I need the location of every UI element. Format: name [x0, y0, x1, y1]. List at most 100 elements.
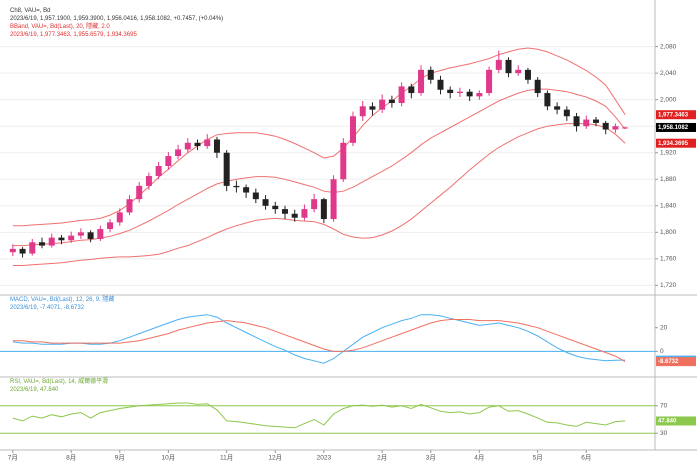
- candle-body: [486, 69, 493, 94]
- bband-lower: [12, 123, 626, 266]
- candle-body: [213, 139, 220, 153]
- candle-body: [447, 89, 454, 94]
- end-label: -8.6732: [658, 359, 679, 365]
- candle-body: [369, 106, 376, 110]
- price-subtitle: 2023/6/19, 1,957.1900, 1,959.3900, 1,956…: [10, 16, 223, 22]
- y-tick-label: 1,840: [660, 203, 677, 210]
- candle-body: [340, 142, 347, 180]
- candle-body: [350, 116, 357, 143]
- x-tick-label: 2023: [317, 455, 332, 462]
- x-tick-label: 7月: [8, 454, 18, 462]
- candle-body: [107, 222, 114, 229]
- y-tick-label: 1,800: [660, 229, 677, 236]
- candle-body: [388, 99, 395, 103]
- end-label-box: [656, 416, 696, 426]
- candle-body: [291, 213, 298, 218]
- candle-body: [184, 142, 191, 150]
- candle-body: [612, 126, 619, 130]
- candle-body: [408, 86, 415, 94]
- candle-body: [77, 232, 84, 236]
- candle-body: [97, 229, 104, 239]
- candle-body: [466, 91, 473, 97]
- candle-body: [379, 99, 386, 110]
- x-tick-label: 8月: [66, 454, 76, 462]
- candle-body: [29, 242, 36, 254]
- bband-middle: [12, 88, 626, 247]
- y-tick-label: 70: [660, 402, 668, 409]
- candle-body: [116, 212, 123, 223]
- candle-body: [602, 122, 609, 130]
- end-label: 1,977.3463: [658, 112, 689, 118]
- candle-body: [359, 106, 366, 117]
- candle-body: [145, 175, 152, 186]
- x-tick-label: 5月: [533, 454, 543, 462]
- candle-body: [427, 69, 434, 80]
- candle-body: [194, 142, 201, 147]
- x-tick-label: 11月: [220, 454, 233, 462]
- bband-title: BBand, VAU=, Bd(Last), 20, 隱藏, 2.0: [10, 22, 110, 30]
- indicator-line: [12, 314, 626, 364]
- candle-body: [301, 209, 308, 218]
- x-tick-label: 4月: [474, 454, 484, 462]
- candle-body: [262, 199, 269, 206]
- candle-body: [573, 116, 580, 127]
- candle-body: [583, 119, 590, 127]
- end-label: 47.840: [658, 419, 677, 425]
- y-tick-label: 1,760: [660, 256, 677, 263]
- candle-body: [126, 199, 133, 213]
- y-tick-label: 0: [660, 348, 664, 355]
- candle-body: [223, 152, 230, 186]
- y-tick-label: 20: [660, 324, 668, 331]
- x-tick-label: 12月: [268, 454, 282, 462]
- candle-body: [544, 93, 551, 107]
- y-tick-label: 1,880: [660, 176, 677, 183]
- candle-body: [87, 232, 94, 239]
- candle-body: [58, 237, 65, 241]
- end-label-box: [656, 138, 696, 148]
- candle-body: [418, 69, 425, 94]
- candle-body: [554, 106, 561, 110]
- indicator-line: [12, 319, 626, 363]
- y-tick-label: 1,720: [660, 282, 677, 289]
- price-title: Ch8, VAU=, Bd: [10, 8, 50, 14]
- candle-body: [456, 91, 463, 94]
- y-tick-label: 2,040: [660, 70, 677, 77]
- candle-body: [48, 237, 55, 246]
- end-label-box: [656, 122, 696, 132]
- candle-body: [398, 86, 405, 103]
- candle-body: [9, 248, 16, 253]
- candle-body: [281, 209, 288, 214]
- rsi-subtitle: 2023/6/19, 47.840: [10, 387, 59, 393]
- candle-body: [515, 69, 522, 74]
- candle-body: [495, 59, 502, 70]
- candle-body: [252, 192, 259, 200]
- candle-body: [534, 79, 541, 94]
- candle-body: [155, 166, 162, 176]
- end-label: 1,934.3695: [658, 141, 689, 147]
- x-tick-label: 9月: [115, 454, 125, 462]
- candle-body: [320, 199, 327, 220]
- candle-body: [505, 59, 512, 74]
- candle-body: [476, 93, 483, 97]
- y-tick-label: 30: [660, 430, 668, 437]
- x-tick-label: 6月: [581, 454, 591, 462]
- candle-body: [19, 248, 26, 254]
- candle-body: [204, 139, 211, 147]
- candle-body: [68, 235, 75, 241]
- candle-body: [136, 185, 143, 200]
- candle-body: [175, 149, 182, 157]
- y-tick-label: 2,080: [660, 43, 677, 50]
- candle-body: [165, 156, 172, 166]
- candle-body: [330, 179, 337, 220]
- candle-body: [592, 119, 599, 123]
- candle-body: [437, 79, 444, 90]
- bband-upper: [12, 47, 626, 227]
- end-label-box: [656, 110, 696, 120]
- candle-body: [243, 187, 250, 193]
- end-label-box: [656, 357, 696, 367]
- x-tick-label: 2月: [377, 454, 387, 462]
- candle-body: [311, 199, 318, 210]
- candle-body: [233, 185, 240, 188]
